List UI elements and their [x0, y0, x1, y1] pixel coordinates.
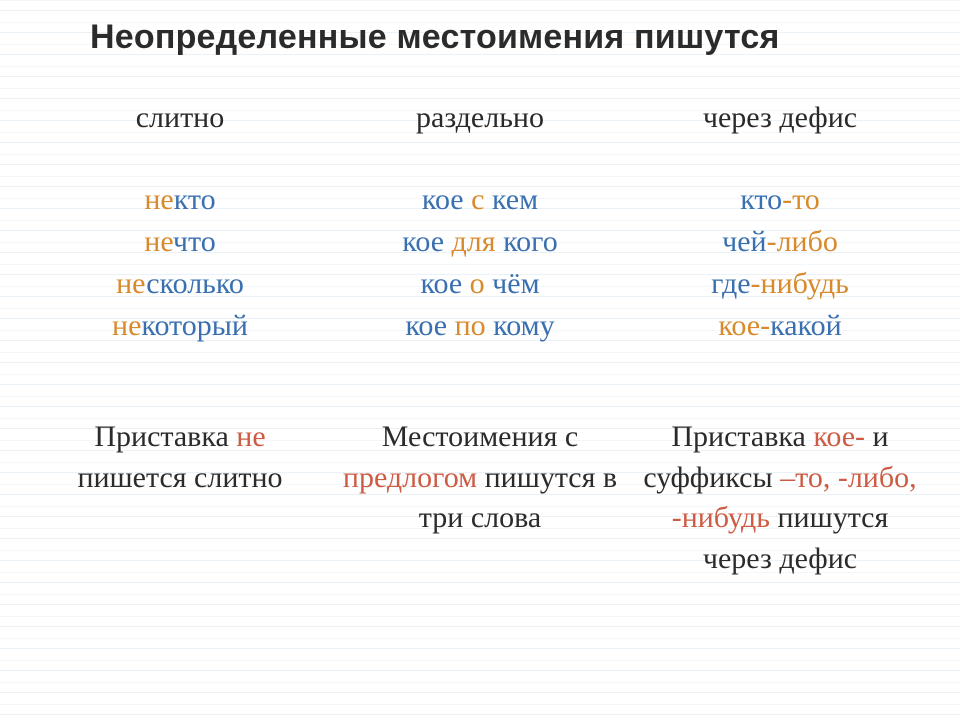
text-fragment: сколько	[146, 267, 244, 300]
text-fragment: -либо	[767, 225, 838, 258]
text-fragment: Приставка	[94, 420, 236, 453]
col-header: через дефис	[630, 101, 930, 179]
text-fragment: чей	[722, 225, 766, 258]
rule-cell: Приставка не пишется слитно	[30, 417, 330, 579]
text-fragment: не	[236, 420, 265, 453]
examples-cell: кое с кемкое для когокое о чёмкое по ком…	[330, 179, 630, 417]
text-fragment: Местоимения с	[382, 420, 578, 453]
examples-cell: кто-точей-либогде-нибудькое-какой	[630, 179, 930, 417]
text-fragment: для	[452, 225, 496, 258]
text-fragment: что	[173, 225, 216, 258]
text-fragment: кто	[174, 183, 216, 216]
text-fragment: -то	[782, 183, 820, 216]
example-line: кое по кому	[338, 305, 622, 347]
text-fragment: кем	[484, 183, 538, 216]
text-fragment: кое	[402, 225, 451, 258]
text-fragment: пишется слитно	[77, 461, 282, 494]
text-fragment: кого	[496, 225, 558, 258]
example-line: кое о чём	[338, 263, 622, 305]
text-fragment: с	[471, 183, 484, 216]
rules-row: Приставка не пишется слитно Местоимения …	[30, 417, 930, 579]
examples-row: нектонечтонескольконекоторый кое с кемко…	[30, 179, 930, 417]
text-fragment: не	[144, 183, 173, 216]
text-fragment: кое-	[718, 309, 770, 342]
text-fragment: Приставка	[671, 420, 813, 453]
text-fragment: чём	[485, 267, 540, 300]
col-header: раздельно	[330, 101, 630, 179]
text-fragment: по	[455, 309, 486, 342]
text-fragment: о	[470, 267, 485, 300]
grammar-table: слитно раздельно через дефис нектонечтон…	[30, 101, 930, 579]
text-fragment: кому	[486, 309, 555, 342]
col-header: слитно	[30, 101, 330, 179]
text-fragment: предлогом	[343, 461, 477, 494]
example-line: чей-либо	[638, 221, 922, 263]
example-line: кое для кого	[338, 221, 622, 263]
example-line: несколько	[38, 263, 322, 305]
example-line: кое-какой	[638, 305, 922, 347]
text-fragment: кое-	[813, 420, 865, 453]
text-fragment: который	[141, 309, 248, 342]
text-fragment: кто	[740, 183, 782, 216]
header-row: слитно раздельно через дефис	[30, 101, 930, 179]
text-fragment: кое	[422, 183, 471, 216]
text-fragment: кое	[420, 267, 469, 300]
example-line: кто-то	[638, 179, 922, 221]
text-fragment: кое	[405, 309, 454, 342]
rule-cell: Приставка кое- и суффиксы –то, -либо, -н…	[630, 417, 930, 579]
text-fragment: не	[112, 309, 141, 342]
text-fragment: где	[711, 267, 750, 300]
example-line: кое с кем	[338, 179, 622, 221]
rule-cell: Местоимения с предлогом пишутся в три сл…	[330, 417, 630, 579]
example-line: где-нибудь	[638, 263, 922, 305]
example-line: нечто	[38, 221, 322, 263]
text-fragment: -нибудь	[751, 267, 849, 300]
page-title: Неопределенные местоимения пишутся	[90, 18, 930, 57]
text-fragment: не	[116, 267, 146, 300]
text-fragment: не	[144, 225, 173, 258]
examples-cell: нектонечтонескольконекоторый	[30, 179, 330, 417]
example-line: некоторый	[38, 305, 322, 347]
example-line: некто	[38, 179, 322, 221]
text-fragment: какой	[770, 309, 842, 342]
slide: Неопределенные местоимения пишутся слитн…	[0, 0, 960, 720]
